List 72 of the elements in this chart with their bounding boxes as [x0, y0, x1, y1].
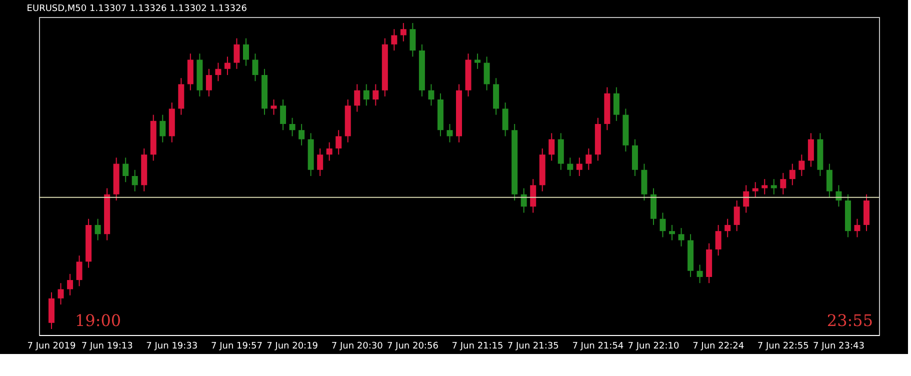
candlestick [724, 218, 731, 238]
candlestick [252, 53, 258, 82]
candlestick [484, 56, 490, 91]
candlestick [613, 86, 620, 122]
candlestick [391, 28, 398, 52]
x-tick-label: 7 Jun 20:19 [266, 342, 318, 352]
candlestick [67, 273, 74, 296]
candlestick [160, 114, 166, 143]
x-tick-label: 7 Jun 19:13 [81, 342, 133, 352]
candlestick [270, 99, 277, 116]
candlestick [770, 178, 777, 195]
chart-title: EURUSD,M50 1.13307 1.13326 1.13302 1.13326 [26, 4, 248, 14]
candlestick [363, 84, 370, 106]
candlestick [372, 84, 379, 106]
x-tick-label: 7 Jun 19:57 [211, 342, 262, 352]
x-tick-label: 7 Jun 22:55 [757, 342, 809, 352]
candlestick [798, 154, 805, 176]
candlestick [298, 123, 305, 146]
annotation: 19:00 [75, 311, 122, 330]
candlestick [206, 68, 212, 97]
candlestick [132, 169, 138, 192]
candlestick [289, 117, 296, 137]
candlestick [762, 178, 768, 195]
candlestick [215, 62, 222, 82]
x-tick-label: 7 Jun 22:10 [628, 342, 680, 352]
candlestick [678, 228, 684, 247]
x-tick-label: 7 Jun 23:43 [812, 342, 864, 352]
candlestick [567, 157, 574, 176]
candlestick [808, 132, 814, 168]
candlestick [94, 218, 101, 241]
candlestick [446, 123, 453, 143]
annotation: 23:55 [826, 311, 873, 330]
x-tick-label: 7 Jun 21:35 [507, 342, 559, 352]
candlestick [696, 264, 703, 284]
candlestick [354, 84, 360, 112]
candlestick [502, 102, 508, 137]
candlestick [780, 172, 786, 195]
x-tick-label: 7 Jun 20:56 [386, 342, 439, 352]
candlestick [224, 56, 230, 76]
x-tick-label: 7 Jun 22:24 [692, 342, 744, 352]
candlestick [669, 224, 676, 241]
candlestick [715, 224, 722, 256]
candlestick [234, 38, 240, 70]
candlestick [76, 255, 82, 287]
candlestick [789, 163, 796, 186]
candlestick [410, 22, 416, 58]
candlestick [317, 148, 324, 176]
x-tick-label: 7 Jun 21:15 [452, 342, 504, 352]
candlestick [336, 130, 342, 156]
x-tick-label: 7 Jun 20:30 [331, 342, 384, 352]
candlestick [826, 163, 832, 198]
candlestick [58, 282, 64, 306]
candlestick [122, 157, 129, 183]
candlestick [586, 148, 592, 170]
x-tick-label: 7 Jun 19:33 [146, 342, 198, 352]
candlestick [280, 99, 286, 131]
candlestick [474, 53, 481, 70]
candlestick [734, 200, 740, 232]
candlestick [548, 132, 555, 162]
candlestick [854, 218, 860, 238]
candlestick [242, 38, 249, 66]
candlestick [530, 178, 536, 214]
candlestick [520, 188, 527, 214]
candlestick [326, 142, 332, 162]
x-tick-label: 7 Jun 21:54 [572, 342, 624, 352]
candlestick [752, 182, 758, 198]
candlestick [400, 22, 406, 42]
x-tick-label: 7 Jun 2019 [27, 342, 76, 352]
candlestick [428, 84, 434, 106]
candlestick [576, 157, 582, 176]
candlestick [743, 184, 750, 214]
candlestick [660, 212, 666, 238]
